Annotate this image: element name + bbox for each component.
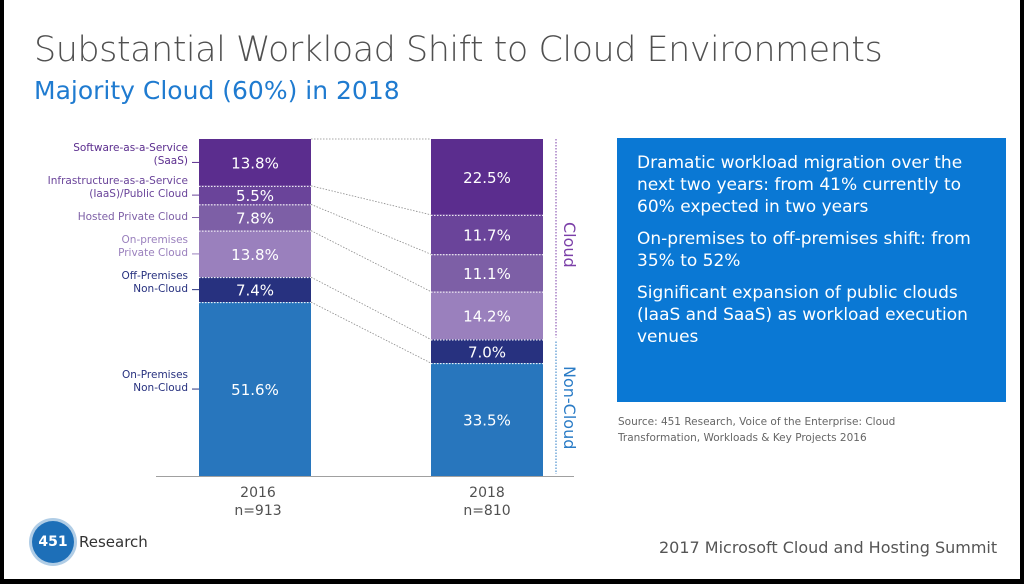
bar-segment — [199, 185, 311, 205]
logo-circle: 451 — [32, 521, 74, 563]
key-points-box: Dramatic workload migration over the nex… — [617, 138, 1006, 402]
connector-line — [310, 185, 432, 216]
key-point: Dramatic workload migration over the nex… — [637, 153, 963, 217]
series-label-line: Private Cloud — [118, 246, 188, 259]
data-label: 5.5% — [236, 187, 274, 205]
bar-segment — [431, 254, 543, 292]
series-label-line: (SaaS) — [153, 155, 188, 168]
data-label: 51.6% — [231, 381, 279, 399]
slide-subtitle: Majority Cloud (60%) in 2018 — [34, 76, 400, 105]
group-label-cloud: Cloud — [560, 222, 579, 268]
connector-line — [310, 204, 432, 255]
stacked-bar-chart: 51.6% 7.4% 13.8% 7.8% 5.5% 13.8% 33.5% 7.0% 14.2… — [156, 138, 574, 477]
key-point: Significant expansion of public clouds (… — [637, 283, 968, 347]
connector-line — [310, 301, 432, 364]
data-label: 7.4% — [236, 282, 274, 300]
series-label-line: Non-Cloud — [133, 382, 188, 395]
data-label: 33.5% — [463, 412, 511, 430]
series-label-line: Hosted Private Cloud — [77, 210, 188, 223]
connector-line — [310, 230, 432, 293]
bar-segment — [431, 339, 543, 364]
series-label-line: On-premises — [121, 233, 188, 246]
data-label: 7.0% — [468, 343, 506, 361]
series-label-line: Software-as-a-Service — [73, 142, 188, 155]
bar-segment — [199, 302, 311, 476]
slide: Substantial Workload Shift to Cloud Envi… — [4, 0, 1020, 579]
key-point: On-premises to off-premises shift: from … — [637, 229, 971, 271]
series-label: On-Premises Non-Cloud — [122, 369, 188, 395]
bar-segment — [199, 277, 311, 303]
data-label: 7.8% — [236, 210, 274, 228]
series-label: On-premises Private Cloud — [118, 234, 188, 260]
bar-segment — [431, 291, 543, 340]
series-label: Software-as-a-Service (SaaS) — [73, 142, 188, 168]
bar-segment — [431, 214, 543, 255]
series-label-line: Off-Premises — [121, 269, 188, 282]
series-label-line: On-Premises — [122, 369, 188, 382]
logo-text: Research — [79, 533, 148, 551]
series-label-line: Infrastructure-as-a-Service — [47, 175, 188, 188]
series-label-line: Non-Cloud — [133, 282, 188, 295]
source-note: Source: 451 Research, Voice of the Enter… — [618, 416, 896, 444]
bar-segment — [431, 139, 543, 215]
connector-line — [310, 276, 432, 340]
category-label: 2016 — [240, 485, 276, 501]
logo-451-research: 451 Research — [32, 521, 148, 563]
series-label: Off-Premises Non-Cloud — [121, 270, 188, 296]
bar-segment — [199, 230, 311, 278]
category-sample-size: n=810 — [463, 503, 511, 519]
data-label: 11.7% — [463, 227, 511, 245]
bar-segment — [199, 139, 311, 186]
data-label: 11.1% — [463, 265, 511, 283]
data-label: 22.5% — [463, 169, 511, 187]
slide-title: Substantial Workload Shift to Cloud Envi… — [34, 30, 883, 70]
series-label: Infrastructure-as-a-Service (IaaS)/Public… — [48, 175, 188, 201]
category-2018: 2018 n=810 — [427, 484, 547, 520]
series-label: Hosted Private Cloud — [78, 211, 188, 224]
category-sample-size: n=913 — [234, 503, 282, 519]
bar-segment — [199, 204, 311, 231]
data-label: 13.8% — [231, 154, 279, 172]
footer-text: 2017 Microsoft Cloud and Hosting Summit — [659, 538, 998, 557]
bar-segment — [431, 363, 543, 476]
data-label: 14.2% — [463, 308, 511, 326]
group-label-non-cloud: Non-Cloud — [560, 366, 579, 450]
category-2016: 2016 n=913 — [198, 484, 318, 520]
category-label: 2018 — [469, 485, 505, 501]
series-label-line: (IaaS)/Public Cloud — [89, 188, 188, 201]
data-label: 13.8% — [231, 246, 279, 264]
